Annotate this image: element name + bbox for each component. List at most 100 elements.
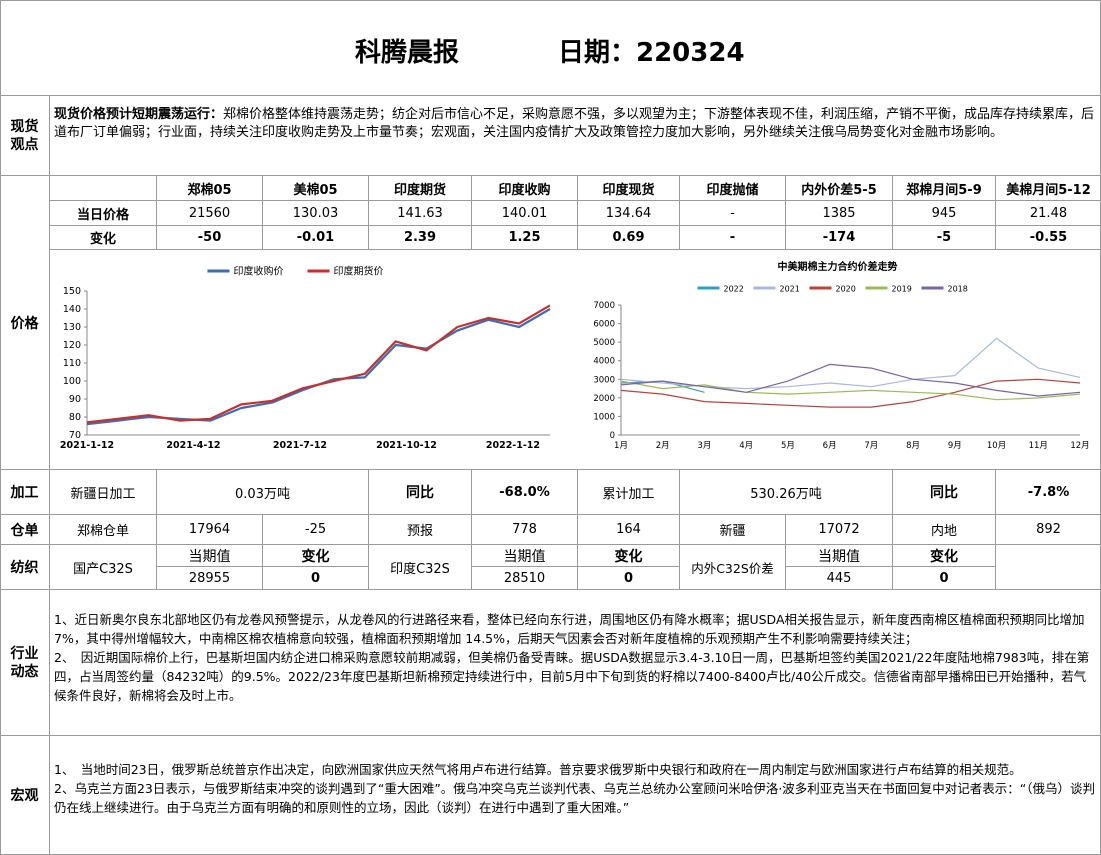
y-tick-label-4: 4000 bbox=[593, 357, 615, 367]
price-change-0: -50 bbox=[157, 226, 263, 250]
warehouse-inland-label: 内地 bbox=[893, 515, 996, 545]
series-line-2 bbox=[620, 378, 1081, 408]
macro-news-p1: 1、 当地时间23日，俄罗斯总统普京作出决定，向欧洲国家供应天然气将用卢布进行结… bbox=[54, 762, 1022, 777]
macro-news-p2: 2、乌克兰方面23日表示，与俄罗斯结束冲突的谈判遇到了“重大困难”。俄乌冲突乌克… bbox=[54, 781, 1096, 815]
x-tick-label-10: 11月 bbox=[1029, 441, 1048, 451]
x-tick-label-0: 1月 bbox=[614, 441, 628, 451]
industry-news-box bbox=[50, 590, 1101, 736]
price-change-7: -5 bbox=[893, 226, 996, 250]
x-tick-label-4: 5月 bbox=[781, 441, 795, 451]
processing-xj-value: 0.03万吨 bbox=[157, 470, 369, 515]
x-tick-label-1: 2021-4-12 bbox=[166, 440, 220, 451]
industry-news-text: 1、近日新奥尔良东北部地区仍有龙卷风预警提示，从龙卷风的行进路径来看，整体已经向… bbox=[50, 608, 1101, 707]
section-label-spot-text: 现货观点 bbox=[10, 118, 39, 153]
x-tick-label-0: 2021-1-12 bbox=[60, 440, 114, 451]
price-change-3: 1.25 bbox=[472, 226, 578, 250]
charts-area bbox=[50, 250, 1101, 470]
textile-india-label: 印度C32S bbox=[369, 545, 472, 590]
section-label-macro: 宏观 bbox=[0, 736, 50, 855]
series-line-1 bbox=[86, 304, 551, 424]
warehouse-forecast-change: 164 bbox=[578, 515, 680, 545]
y-tick-label-2: 2000 bbox=[593, 394, 615, 404]
price-change-6: -174 bbox=[786, 226, 893, 250]
textile-domestic-chg-label: 变化 bbox=[263, 545, 369, 567]
section-label-textile: 纺织 bbox=[0, 545, 50, 590]
price-current-7: 945 bbox=[893, 201, 996, 226]
warehouse-forecast-label: 预报 bbox=[369, 515, 472, 545]
textile-india-chg-label: 变化 bbox=[578, 545, 680, 567]
y-tick-label-6: 6000 bbox=[593, 320, 615, 330]
textile-spread-cur-label: 当期值 bbox=[786, 545, 893, 567]
x-tick-label-3: 2021-10-12 bbox=[376, 440, 437, 451]
textile-india-value: 28510 bbox=[472, 567, 578, 590]
price-header-7: 郑棉月间5-9 bbox=[893, 176, 996, 201]
legend-label-4: 2018 bbox=[948, 285, 968, 294]
section-label-warehouse: 仓单 bbox=[0, 515, 50, 545]
section-label-price: 价格 bbox=[0, 176, 50, 470]
y-tick-label-2: 90 bbox=[69, 394, 81, 405]
y-tick-label-7: 140 bbox=[63, 304, 81, 315]
series-line-3 bbox=[620, 380, 1081, 401]
y-tick-label-0: 0 bbox=[610, 431, 615, 441]
textile-domestic-label: 国产C32S bbox=[50, 545, 157, 590]
y-tick-label-0: 70 bbox=[69, 430, 81, 441]
price-row-label-current: 当日价格 bbox=[50, 201, 157, 226]
textile-spread-label: 内外C32S价差 bbox=[680, 545, 786, 590]
warehouse-xj-label: 新疆 bbox=[680, 515, 786, 545]
price-current-1: 130.03 bbox=[263, 201, 369, 226]
x-tick-label-11: 12月 bbox=[1070, 441, 1089, 451]
price-change-1: -0.01 bbox=[263, 226, 369, 250]
x-tick-label-6: 7月 bbox=[864, 441, 878, 451]
warehouse-xj-value: 17072 bbox=[786, 515, 893, 545]
series-line-0 bbox=[86, 308, 551, 426]
textile-domestic-cur-label: 当期值 bbox=[157, 545, 263, 567]
price-change-5: - bbox=[680, 226, 786, 250]
section-label-industry: 行业动态 bbox=[0, 590, 50, 736]
textile-india-cur-label: 当期值 bbox=[472, 545, 578, 567]
price-change-2: 2.39 bbox=[369, 226, 472, 250]
processing-cum-value: 530.26万吨 bbox=[680, 470, 893, 515]
processing-yoy-value-2: -7.8% bbox=[996, 470, 1101, 515]
y-tick-label-4: 110 bbox=[63, 358, 81, 369]
processing-yoy-label-1: 同比 bbox=[369, 470, 472, 515]
us-cn-spread-chart: 中美期棉主力合约价差走势 2022 2021 2020 2019 2018 0 1000 200… bbox=[593, 260, 1089, 451]
textile-spread-change: 0 bbox=[893, 567, 996, 590]
price-current-6: 1385 bbox=[786, 201, 893, 226]
y-tick-label-1: 1000 bbox=[593, 412, 615, 422]
textile-blank bbox=[996, 545, 1101, 590]
x-tick-label-3: 4月 bbox=[739, 441, 753, 451]
processing-yoy-label-2: 同比 bbox=[893, 470, 996, 515]
price-header-4: 印度现货 bbox=[578, 176, 680, 201]
price-table-corner bbox=[50, 176, 157, 201]
textile-domestic-change: 0 bbox=[263, 567, 369, 590]
price-current-8: 21.48 bbox=[996, 201, 1101, 226]
price-current-4: 134.64 bbox=[578, 201, 680, 226]
x-tick-label-2: 2021-7-12 bbox=[273, 440, 327, 451]
y-tick-label-5: 5000 bbox=[593, 338, 615, 348]
price-current-0: 21560 bbox=[157, 201, 263, 226]
x-tick-label-9: 10月 bbox=[987, 441, 1006, 451]
india-price-chart: 印度收购价 印度期货价 70 80 90 100 110 120 130 140 150 2021-1… bbox=[60, 265, 551, 451]
price-header-5: 印度抛储 bbox=[680, 176, 786, 201]
series-line-4 bbox=[620, 363, 1081, 397]
processing-cum-label: 累计加工 bbox=[578, 470, 680, 515]
industry-news-p2: 2、 因近期国际棉价上行，巴基斯坦国内纺企进口棉采购意愿较前期减弱，但美棉仍备受… bbox=[54, 650, 1090, 703]
section-label-spot: 现货观点 bbox=[0, 96, 50, 176]
y-tick-label-6: 130 bbox=[63, 322, 81, 333]
legend-label-2: 2020 bbox=[836, 285, 856, 294]
y-tick-label-7: 7000 bbox=[593, 301, 615, 311]
x-tick-label-2: 3月 bbox=[697, 441, 711, 451]
warehouse-zc-label: 郑棉仓单 bbox=[50, 515, 157, 545]
x-tick-label-4: 2022-1-12 bbox=[486, 440, 540, 451]
price-current-2: 141.63 bbox=[369, 201, 472, 226]
textile-spread-value: 445 bbox=[786, 567, 893, 590]
report-date: 日期：220324 bbox=[558, 38, 745, 68]
processing-yoy-value-1: -68.0% bbox=[472, 470, 578, 515]
price-header-8: 美棉月间5-12 bbox=[996, 176, 1101, 201]
price-header-2: 印度期货 bbox=[369, 176, 472, 201]
macro-news-text: 1、 当地时间23日，俄罗斯总统普京作出决定，向欧洲国家供应天然气将用卢布进行结… bbox=[50, 758, 1101, 819]
legend-label-1: 印度期货价 bbox=[334, 265, 384, 278]
y-tick-label-8: 150 bbox=[63, 286, 81, 297]
spot-view-box bbox=[50, 96, 1101, 176]
price-header-3: 印度收购 bbox=[472, 176, 578, 201]
